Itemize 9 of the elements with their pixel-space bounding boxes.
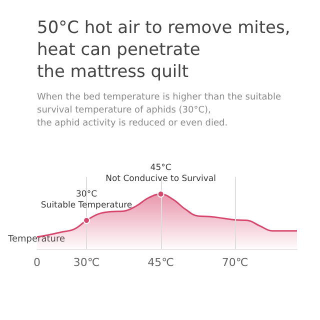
x-tick-label: 0: [34, 256, 40, 269]
x-tick-label: 45℃: [148, 256, 174, 269]
x-tick-label: 30℃: [73, 256, 100, 269]
x-tick-label: 70℃: [222, 256, 248, 269]
annotation: 45°C Not Conducive to Survival: [106, 163, 216, 184]
chart-title: 50°C hot air to remove mites, heat can penetrate the mattress quilt: [37, 18, 290, 82]
annotation: Temperature: [7, 234, 66, 244]
annotation: 30°C Suitable Temperature: [40, 189, 132, 210]
chart-subtitle: When the bed temperature is higher than the suitable survival temperature of aphids (30°C), the aphid activity is reduced or even died.: [37, 92, 282, 128]
